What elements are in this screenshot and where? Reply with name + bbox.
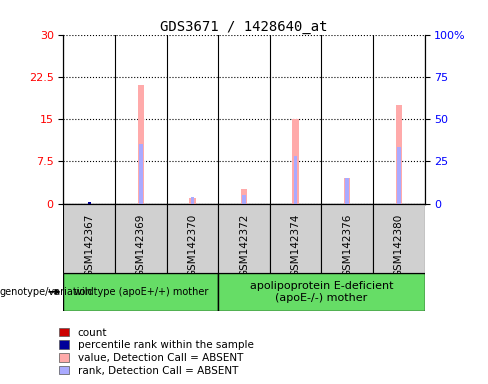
Bar [138, 85, 144, 204]
Bar [218, 273, 425, 311]
Bar [63, 204, 115, 273]
Text: GSM142369: GSM142369 [136, 214, 146, 277]
Bar [218, 204, 270, 273]
Bar [241, 189, 247, 204]
Bar [292, 119, 299, 204]
Text: genotype/variation: genotype/variation [0, 287, 93, 297]
Bar [242, 195, 246, 204]
Bar [63, 273, 218, 311]
Bar [88, 202, 91, 204]
Text: GSM142370: GSM142370 [187, 214, 198, 277]
Legend: count, percentile rank within the sample, value, Detection Call = ABSENT, rank, : count, percentile rank within the sample… [59, 328, 253, 376]
Text: wildtype (apoE+/+) mother: wildtype (apoE+/+) mother [74, 287, 208, 297]
Text: GSM142372: GSM142372 [239, 214, 249, 277]
Bar [322, 204, 373, 273]
Bar [396, 105, 402, 204]
Bar [115, 204, 166, 273]
Bar [344, 178, 350, 204]
Bar [189, 198, 196, 204]
Text: GSM142374: GSM142374 [290, 214, 301, 277]
Bar [139, 144, 142, 204]
Text: GSM142376: GSM142376 [342, 214, 352, 277]
Bar [373, 204, 425, 273]
Bar [346, 178, 349, 204]
Bar [166, 204, 218, 273]
Text: GSM142380: GSM142380 [394, 214, 404, 277]
Bar [191, 197, 194, 204]
Text: GSM142367: GSM142367 [84, 214, 94, 277]
Text: apolipoprotein E-deficient
(apoE-/-) mother: apolipoprotein E-deficient (apoE-/-) mot… [250, 281, 393, 303]
Bar [294, 156, 297, 204]
Bar [397, 147, 401, 204]
Bar [270, 204, 322, 273]
Title: GDS3671 / 1428640_at: GDS3671 / 1428640_at [160, 20, 328, 33]
